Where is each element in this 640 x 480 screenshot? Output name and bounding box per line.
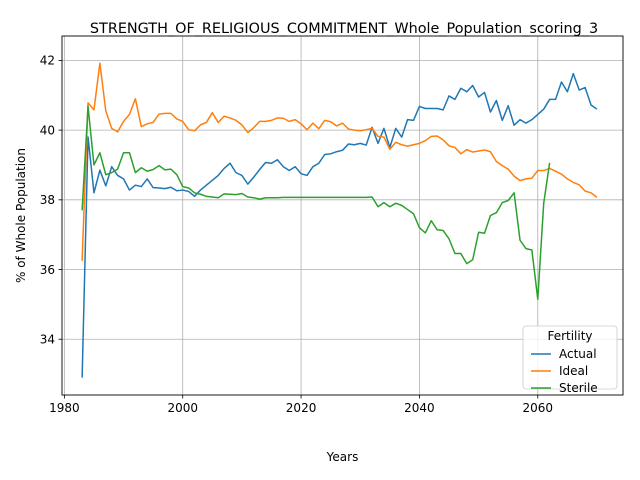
x-tick-label: 2060	[523, 401, 554, 415]
legend-label-actual: Actual	[559, 347, 597, 361]
x-tick-label: 2040	[404, 401, 435, 415]
legend: Fertility Actual Ideal Sterile	[522, 325, 618, 395]
grid-lines	[62, 36, 623, 395]
chart-title: STRENGTH_OF_RELIGIOUS_COMMITMENT_Whole_P…	[90, 21, 598, 37]
x-tick-label: 2020	[286, 401, 317, 415]
legend-box	[522, 325, 618, 390]
y-tick-label: 36	[40, 263, 55, 277]
series-line-actual	[81, 72, 598, 378]
x-tick-label: 1980	[49, 401, 80, 415]
legend-label-sterile: Sterile	[559, 381, 598, 395]
axis-ticks: 1980 2000 2020 2040 2060 34 36 38 40 42	[40, 54, 553, 415]
series-lines	[81, 62, 598, 378]
x-axis-label: Years	[326, 450, 359, 464]
y-tick-label: 38	[40, 193, 55, 207]
y-axis-label: % of Whole Population	[14, 148, 28, 283]
plot-area-frame	[61, 35, 624, 396]
series-line-ideal	[81, 62, 598, 261]
series-line-sterile	[81, 105, 551, 300]
y-tick-label: 34	[40, 333, 55, 347]
y-tick-label: 42	[40, 54, 55, 68]
legend-title: Fertility	[547, 329, 592, 343]
x-tick-label: 2000	[167, 401, 198, 415]
legend-label-ideal: Ideal	[559, 364, 588, 378]
y-tick-label: 40	[40, 123, 55, 137]
